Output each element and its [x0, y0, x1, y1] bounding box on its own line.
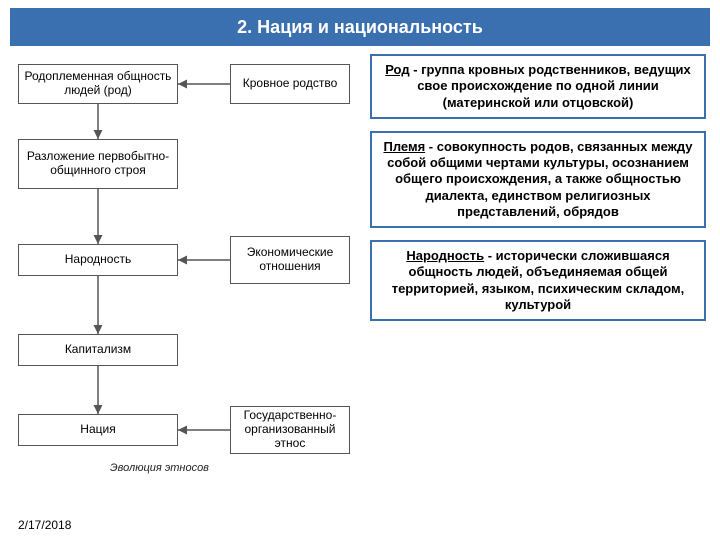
definition-term: Племя	[383, 139, 425, 154]
diagram-node-n8: Государственно-организованный этнос	[230, 406, 350, 454]
diagram-area: Родоплеменная общность людей (род) Кровно…	[10, 54, 360, 494]
diagram-node-n5: Экономические отношения	[230, 236, 350, 284]
diagram-caption: Эволюция этносов	[110, 462, 209, 474]
definition-term: Род	[385, 62, 409, 77]
diagram-node-n2: Кровное родство	[230, 64, 350, 104]
definitions-area: Род - группа кровных родственников, веду…	[370, 54, 706, 333]
footer-date: 2/17/2018	[18, 518, 71, 532]
definition-box-1: Племя - совокупность родов, связанных ме…	[370, 131, 706, 228]
definition-box-0: Род - группа кровных родственников, веду…	[370, 54, 706, 119]
title-text: 2. Нация и национальность	[237, 17, 483, 38]
diagram-node-n3: Разложение первобытно-общинного строя	[18, 139, 178, 189]
diagram-node-n6: Капитализм	[18, 334, 178, 366]
definition-term: Народность	[406, 248, 484, 263]
title-bar: 2. Нация и национальность	[10, 8, 710, 46]
diagram-node-n1: Родоплеменная общность людей (род)	[18, 64, 178, 104]
definition-body: - группа кровных родственников, ведущих …	[410, 62, 691, 110]
diagram-node-n7: Нация	[18, 414, 178, 446]
definition-body: - совокупность родов, связанных между со…	[387, 139, 692, 219]
definition-box-2: Народность - исторически сложившаяся общ…	[370, 240, 706, 321]
diagram-node-n4: Народность	[18, 244, 178, 276]
